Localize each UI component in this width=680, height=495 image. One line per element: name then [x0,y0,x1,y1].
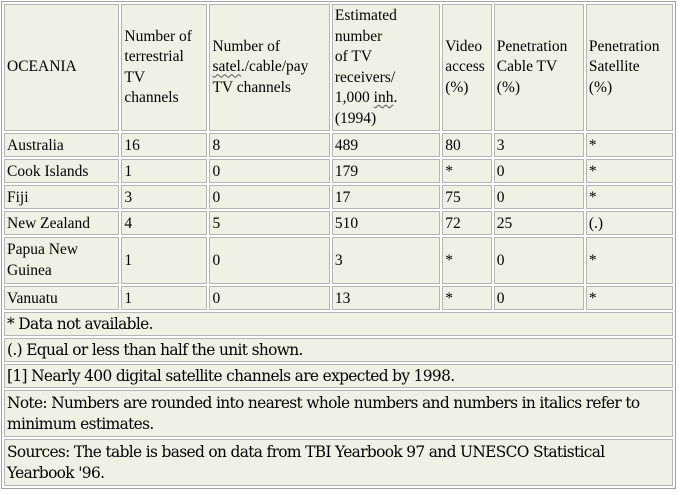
satel-cell: 5 [209,211,330,235]
receivers-cell: 179 [331,159,441,183]
table-row: Cook Islands 1 0 179 * 0 * [4,159,673,183]
country-cell: Papua New Guinea [4,237,120,284]
table-row: Papua New Guinea 1 0 3 * 0 * [4,237,673,284]
note-digital-channels: [1] Nearly 400 digital satellite channel… [4,364,673,388]
terrestrial-cell: 1 [121,237,208,284]
satel-cell: 8 [209,133,330,157]
header-region: OCEANIA [4,4,120,131]
note-not-available: * Data not available. [4,312,673,336]
video-cell: 75 [442,185,492,209]
cable-cell: 3 [493,133,584,157]
receivers-cell: 13 [331,286,441,310]
note-equal-or-less: (.) Equal or less than half the unit sho… [4,338,673,362]
table-row: Vanuatu 1 0 13 * 0 * [4,286,673,310]
cable-cell: 0 [493,185,584,209]
table-row: New Zealand 4 5 510 72 25 (.) [4,211,673,235]
header-satel-cable-channels: Number of satel./cable/pay TV channels [209,4,330,131]
satellite-cell: * [585,185,673,209]
note-rounding: Note: Numbers are rounded into nearest w… [4,390,673,437]
cable-cell: 0 [493,237,584,284]
table-row: Australia 16 8 489 80 3 * [4,133,673,157]
video-cell: * [442,159,492,183]
note-row: * Data not available. [4,312,673,336]
video-cell: 72 [442,211,492,235]
note-row: Note: Numbers are rounded into nearest w… [4,390,673,437]
note-row: [1] Nearly 400 digital satellite channel… [4,364,673,388]
header-row: OCEANIA Number of terrestrial TV channel… [4,4,673,131]
receivers-cell: 17 [331,185,441,209]
table-row: Fiji 3 0 17 75 0 * [4,185,673,209]
terrestrial-cell: 3 [121,185,208,209]
satellite-cell: * [585,133,673,157]
video-cell: 80 [442,133,492,157]
satellite-cell: * [585,286,673,310]
country-cell: Australia [4,133,120,157]
country-cell: Fiji [4,185,120,209]
country-cell: Cook Islands [4,159,120,183]
note-sources: Sources: The table is based on data from… [4,439,673,486]
cable-cell: 0 [493,286,584,310]
terrestrial-cell: 1 [121,159,208,183]
country-cell: Vanuatu [4,286,120,310]
satel-cell: 0 [209,159,330,183]
header-penetration-satellite: Penetration Satellite (%) [585,4,673,131]
video-cell: * [442,286,492,310]
satellite-cell: * [585,237,673,284]
note-row: (.) Equal or less than half the unit sho… [4,338,673,362]
receivers-cell: 489 [331,133,441,157]
country-cell: New Zealand [4,211,120,235]
cable-cell: 0 [493,159,584,183]
header-estimated-receivers: Estimated number of TV receivers/ 1,000 … [331,4,441,131]
cable-cell: 25 [493,211,584,235]
video-cell: * [442,237,492,284]
satel-cell: 0 [209,286,330,310]
oceania-tv-table: OCEANIA Number of terrestrial TV channel… [1,1,676,489]
terrestrial-cell: 16 [121,133,208,157]
terrestrial-cell: 4 [121,211,208,235]
header-video-access: Video access (%) [442,4,492,131]
satel-cell: 0 [209,237,330,284]
satellite-cell: (.) [585,211,673,235]
terrestrial-cell: 1 [121,286,208,310]
header-terrestrial-channels: Number of terrestrial TV channels [121,4,208,131]
receivers-cell: 510 [331,211,441,235]
satel-cell: 0 [209,185,330,209]
receivers-cell: 3 [331,237,441,284]
satellite-cell: * [585,159,673,183]
note-row: Sources: The table is based on data from… [4,439,673,486]
header-penetration-cable: Penetration Cable TV (%) [493,4,584,131]
